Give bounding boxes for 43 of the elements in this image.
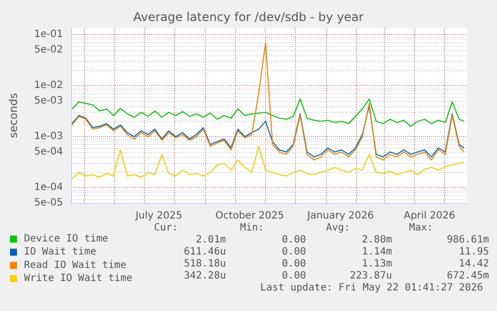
text: 0.00	[282, 234, 306, 246]
y-tick-label: 5e-02	[34, 44, 63, 56]
legend-label: Device IO time	[24, 234, 108, 244]
text: 11.95	[458, 246, 489, 258]
chart-title: Average latency for /dev/sdb - by year	[133, 10, 364, 24]
text: 986.61m	[446, 234, 489, 246]
text: Min:	[240, 222, 264, 234]
y-tick-label: 1e-02	[34, 80, 63, 92]
text: 1.13m	[362, 258, 392, 270]
x-tick-label: July 2025	[134, 210, 182, 222]
text: 0.00	[282, 270, 306, 282]
text: Last update: Fri May 22 01:41:27 2026	[260, 282, 483, 294]
text: 2.80m	[362, 234, 392, 246]
text: 14.42	[458, 258, 489, 270]
text: 0.00	[282, 258, 306, 270]
y-tick-label: 5e-04	[34, 146, 63, 158]
y-axis-title: seconds	[7, 92, 20, 138]
line-series	[71, 146, 465, 180]
line-series	[71, 105, 465, 158]
line-series	[71, 42, 465, 160]
legend-label: Read IO Wait time	[24, 260, 126, 271]
legend-label: Write IO Wait time	[24, 273, 132, 284]
x-tick-label: January 2026	[306, 210, 374, 222]
text: Max:	[409, 222, 434, 234]
y-tick-label: 1e-04	[34, 182, 63, 194]
legend-label: IO Wait time	[24, 246, 96, 258]
text: 518.18u	[184, 258, 226, 270]
text: 342.28u	[184, 270, 226, 282]
y-tick-label: 1e-01	[34, 29, 63, 40]
y-tick-label: 1e-03	[34, 131, 63, 142]
text: 1.14m	[362, 246, 392, 258]
text: 0.00	[282, 246, 306, 258]
text: Avg:	[326, 222, 350, 234]
text: Cur:	[154, 222, 178, 234]
y-tick-label: 5e-05	[34, 198, 63, 208]
text: 672.45m	[446, 270, 489, 282]
text: 2.01m	[196, 234, 226, 246]
y-tick-label: 5e-03	[34, 96, 63, 106]
text: 223.87u	[350, 270, 392, 282]
line-series	[71, 98, 465, 127]
x-tick-label: October 2025	[215, 210, 284, 222]
x-tick-label: April 2026	[404, 210, 456, 222]
text: 611.46u	[184, 246, 226, 258]
